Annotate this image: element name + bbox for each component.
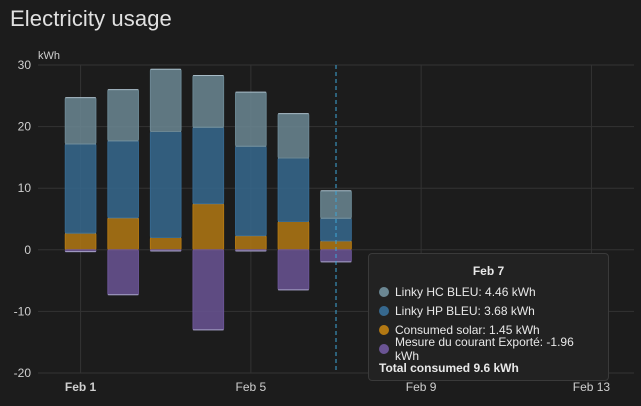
bar-segment <box>277 157 310 222</box>
bar-segment <box>235 145 267 237</box>
bar-segment <box>149 68 182 133</box>
bar-segment <box>149 131 182 238</box>
tooltip-row-export: Mesure du courant Exporté: -1.96 kWh <box>379 335 598 363</box>
bar-segment <box>149 236 182 251</box>
bar-segment <box>235 91 267 147</box>
y-tick-label: -10 <box>14 304 32 318</box>
tooltip-row-label: Linky HP BLEU: 3.68 kWh <box>395 303 535 318</box>
tooltip-row-hc: Linky HC BLEU: 4.46 kWh <box>379 282 598 301</box>
tooltip-row-label: Mesure du courant Exporté: -1.96 kWh <box>395 334 574 363</box>
bar-segment <box>277 220 310 251</box>
x-tick-label: Feb 5 <box>236 380 267 394</box>
bar-segment <box>235 235 267 251</box>
x-tick-label: Feb 13 <box>573 380 611 394</box>
x-tick-label: Feb 9 <box>406 380 437 394</box>
y-tick-label: -20 <box>14 366 32 380</box>
tooltip-row-label: Consumed solar: 1.45 kWh <box>395 322 540 337</box>
bar-segment <box>107 140 139 219</box>
bar-segment <box>192 203 225 251</box>
bar-segment <box>277 249 310 291</box>
y-tick-label: 30 <box>18 58 32 72</box>
bar-segment <box>192 74 225 128</box>
chart-tooltip: Feb 7 Linky HC BLEU: 4.46 kWh Linky HP B… <box>368 253 609 381</box>
legend-dot-icon <box>379 343 389 354</box>
bar-segment <box>64 232 97 251</box>
legend-dot-icon <box>379 305 389 316</box>
bar-segment <box>64 97 97 145</box>
y-tick-label: 0 <box>24 243 31 257</box>
bar-segment <box>107 249 139 296</box>
bar-segment <box>192 126 225 205</box>
y-unit-label: kWh <box>38 50 60 62</box>
y-tick-label: 20 <box>18 120 32 134</box>
bar-segment <box>192 249 225 331</box>
tooltip-row-solar: Consumed solar: 1.45 kWh <box>379 320 598 339</box>
tooltip-row-label: Linky HC BLEU: 4.46 kWh <box>395 284 536 299</box>
bar-segment <box>107 89 139 142</box>
bar-segment <box>64 143 97 234</box>
tooltip-total: Total consumed 9.6 kWh <box>379 360 519 375</box>
y-tick-label: 10 <box>18 181 32 195</box>
card-title: Electricity usage <box>10 6 172 31</box>
legend-dot-icon <box>379 286 389 297</box>
tooltip-row-hp: Linky HP BLEU: 3.68 kWh <box>379 301 598 320</box>
tooltip-title: Feb 7 <box>472 264 505 278</box>
x-tick-label: Feb 1 <box>65 380 97 394</box>
bar-segment <box>277 113 310 159</box>
bar-segment <box>107 217 139 251</box>
legend-dot-icon <box>379 324 389 335</box>
